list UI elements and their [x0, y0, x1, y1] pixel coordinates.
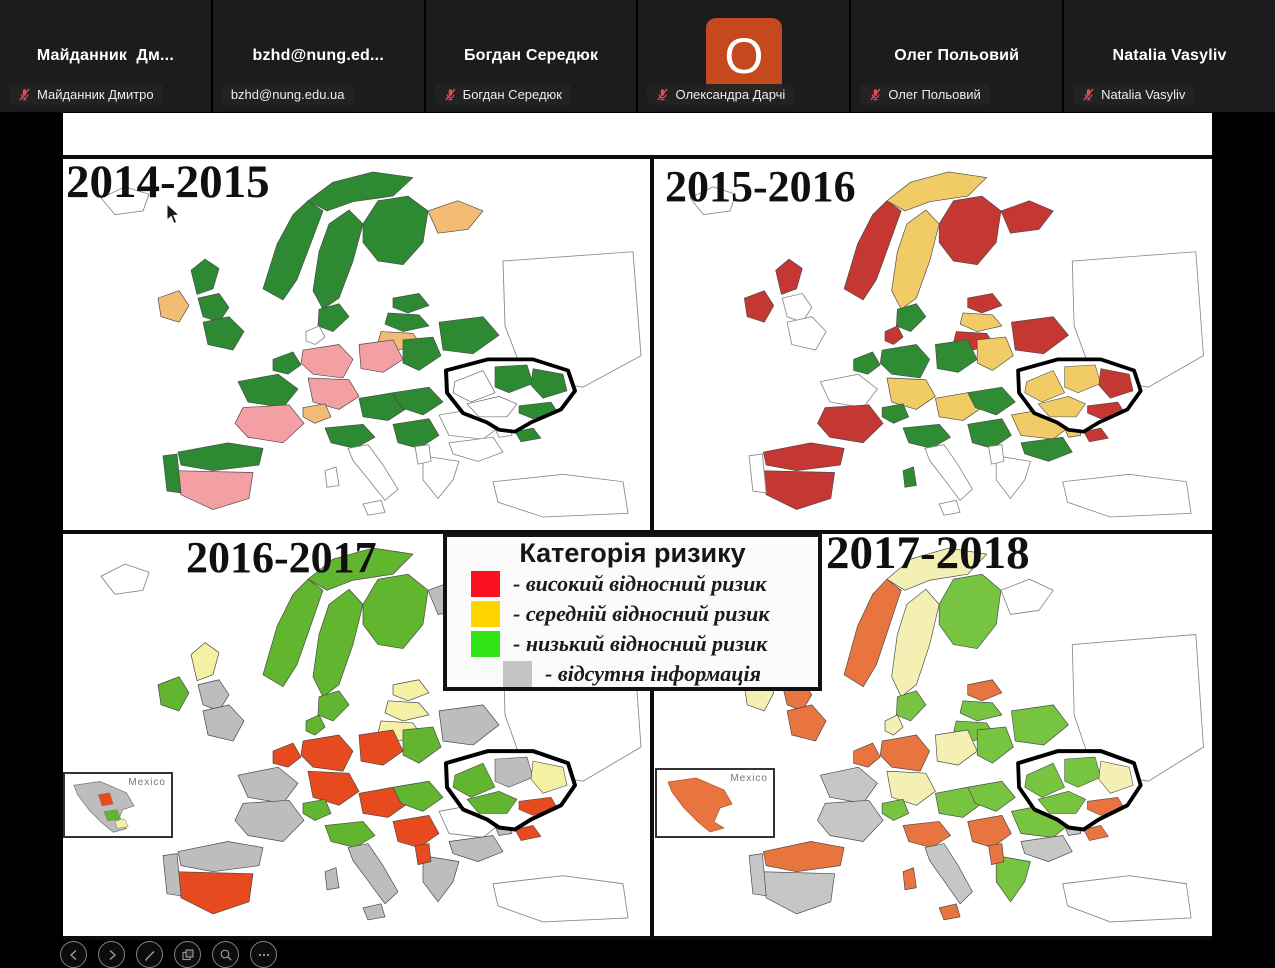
map-title-2016-2017: 2016-2017 [186, 533, 377, 582]
figure-horizontal-divider [63, 530, 1212, 534]
participant-name-chip: Олександра Дарчі [647, 84, 795, 105]
map-title-2014-2015: 2014-2015 [66, 156, 270, 208]
see-all-slides-button[interactable] [174, 941, 201, 968]
chip-label: Natalia Vasyliv [1101, 87, 1186, 102]
chip-label: Олександра Дарчі [675, 87, 786, 102]
legend-item-label: - відсутня інформація [545, 661, 761, 686]
previous-slide-button[interactable] [60, 941, 87, 968]
next-slide-icon [104, 947, 120, 963]
avatar: O [705, 18, 782, 94]
participant-name-chip: bzhd@nung.edu.ua [221, 84, 354, 105]
zoom-slide-icon [218, 947, 234, 963]
participant-name: Олег Польовий [894, 47, 1020, 64]
legend-swatch [471, 571, 500, 597]
chip-label: Богдан Середюк [462, 87, 562, 102]
more-options-button[interactable] [250, 941, 277, 968]
legend-swatch [471, 631, 500, 657]
mic-muted-icon [1083, 88, 1094, 101]
participant-tile-2[interactable]: bzhd@nung.ed... bzhd@nung.edu.ua [212, 0, 424, 112]
legend-title: Категорія ризику [519, 538, 746, 568]
participant-name-chip: Natalia Vasyliv [1073, 84, 1195, 105]
mexico-inset-label: Mexico [730, 773, 768, 784]
participant-strip: Майданник Дм... Майданник Дмитро bzhd@nun… [0, 0, 1275, 112]
mexico-inset: Mexico [655, 768, 775, 838]
pen-tool-button[interactable] [136, 941, 163, 968]
mic-muted-icon [657, 88, 669, 101]
see-all-slides-icon [180, 947, 196, 963]
participant-tile-5[interactable]: Олег Польовий Олег Польовий [851, 0, 1063, 112]
participant-tile-3[interactable]: Богдан Середюк Богдан Середюк [425, 0, 637, 112]
previous-slide-icon [66, 947, 82, 963]
chip-label: Майданник Дмитро [37, 87, 154, 102]
legend-item: - середній відносний ризик [447, 599, 818, 629]
participant-name: Майданник Дм... [36, 47, 174, 64]
participant-tile-6[interactable]: Natalia Vasyliv Natalia Vasyliv [1064, 0, 1275, 112]
figure-bottom-border [63, 936, 1212, 940]
mic-muted-icon [19, 88, 30, 101]
mexico-inset-label: Mexico [128, 777, 166, 788]
participant-name-chip: Олег Польовий [860, 84, 990, 105]
map-title-2017-2018: 2017-2018 [826, 527, 1030, 579]
legend-swatch [503, 661, 532, 687]
more-options-icon [256, 947, 272, 963]
mic-muted-icon [444, 88, 456, 101]
figure-top-border [63, 155, 1212, 159]
risk-legend: Категорія ризику - високий відносний риз… [443, 533, 822, 691]
legend-item-label: - середній відносний ризик [513, 601, 770, 626]
shared-slide: Mexico Mexico 2014-2015 2015-2016 2016-2… [63, 113, 1212, 940]
legend-item: - низький відносний ризик [447, 629, 818, 659]
legend-swatch [471, 601, 500, 627]
pen-tool-icon [142, 947, 158, 963]
legend-item-label: - низький відносний ризик [513, 631, 768, 656]
map-2015-2016 [654, 159, 1212, 530]
legend-item-label: - високий відносний ризик [513, 571, 767, 596]
mexico-inset: Mexico [63, 772, 173, 838]
legend-item: - високий відносний ризик [447, 569, 818, 599]
participant-name: Богдан Середюк [463, 47, 599, 64]
next-slide-button[interactable] [98, 941, 125, 968]
mic-muted-icon [870, 88, 881, 101]
presenter-toolbar [60, 941, 277, 968]
participant-name: bzhd@nung.ed... [252, 47, 384, 64]
participant-name: Natalia Vasyliv [1112, 47, 1227, 64]
mouse-cursor [166, 204, 181, 225]
participant-tile-1[interactable]: Майданник Дм... Майданник Дмитро [0, 0, 211, 112]
chip-label: Олег Польовий [888, 87, 981, 102]
participant-name-chip: Майданник Дмитро [9, 84, 163, 105]
map-title-2015-2016: 2015-2016 [665, 162, 856, 211]
participant-name-chip: Богдан Середюк [434, 84, 571, 105]
chip-label: bzhd@nung.edu.ua [230, 87, 345, 102]
legend-item: - відсутня інформація [447, 659, 818, 689]
participant-tile-4[interactable]: O Олександра Дарчі [638, 0, 850, 112]
map-2014-2015 [63, 159, 650, 530]
zoom-slide-button[interactable] [212, 941, 239, 968]
